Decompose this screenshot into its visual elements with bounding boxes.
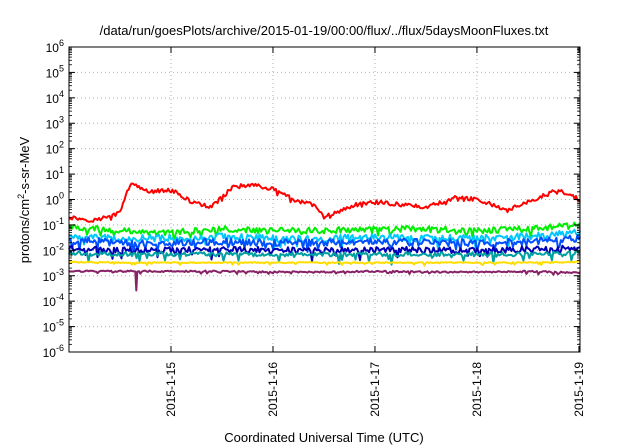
y-tick-label: 103 — [46, 114, 64, 131]
y-tick-label: 10-5 — [43, 318, 64, 335]
series-line-3 — [68, 228, 581, 251]
gridlines — [69, 47, 580, 352]
y-tick-label: 104 — [46, 89, 64, 106]
x-tick-label: 2015-1-18 — [470, 362, 484, 417]
x-tick-label: 2015-1-19 — [572, 362, 586, 417]
series-line-8 — [68, 269, 581, 292]
series-line-2 — [68, 221, 581, 243]
y-tick-label: 10-1 — [43, 216, 64, 233]
series-line-1 — [68, 182, 581, 223]
y-tick-label: 106 — [46, 38, 64, 55]
y-axis-label-main: protons/cm — [17, 199, 32, 263]
y-axis-label-sup: 2 — [16, 194, 26, 199]
y-tick-label: 101 — [46, 165, 64, 182]
y-tick-label: 10-2 — [43, 241, 64, 258]
y-axis-label-rest: -s-sr-MeV — [17, 136, 32, 193]
x-axis-label: Coordinated Universal Time (UTC) — [224, 430, 423, 445]
x-tick-labels: 2015-1-15 2015-1-16 2015-1-17 2015-1-18 2015… — [164, 362, 586, 417]
y-tick-label: 10-4 — [43, 292, 64, 309]
chart-title: /data/run/goesPlots/archive/2015-01-19/0… — [100, 23, 549, 38]
axis-ticks — [69, 46, 580, 353]
data-series — [68, 182, 581, 292]
x-tick-label: 2015-1-15 — [164, 362, 178, 417]
y-tick-label: 100 — [46, 191, 64, 208]
y-tick-labels: 10-6 10-5 10-4 10-3 10-2 10-1 100 101 102 103 104 1… — [43, 38, 64, 360]
series-line-7 — [68, 260, 581, 267]
y-tick-label: 105 — [46, 63, 64, 80]
series-line-4 — [68, 234, 581, 255]
y-tick-label: 102 — [46, 140, 64, 157]
x-tick-label: 2015-1-17 — [368, 362, 382, 417]
series-line-5 — [68, 244, 581, 263]
y-axis-label: protons/cm2-s-sr-MeV — [16, 136, 32, 263]
y-tick-label: 10-3 — [43, 267, 64, 284]
x-tick-label: 2015-1-16 — [266, 362, 280, 417]
y-tick-label: 10-6 — [43, 343, 64, 360]
series-line-6 — [68, 249, 581, 266]
